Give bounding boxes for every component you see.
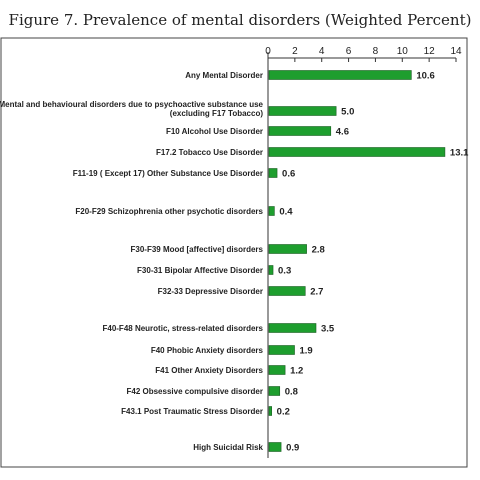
bar bbox=[268, 70, 412, 80]
x-tick-label: 4 bbox=[319, 46, 325, 57]
bar bbox=[268, 406, 272, 416]
data-label: 1.2 bbox=[290, 366, 303, 377]
category-label: F17.2 Tobacco Use Disorder bbox=[156, 148, 263, 157]
category-label: Any Mental Disorder bbox=[185, 71, 263, 80]
data-label: 10.6 bbox=[416, 71, 435, 82]
x-tick-label: 0 bbox=[265, 46, 271, 57]
data-label: 0.8 bbox=[285, 387, 298, 398]
category-label: F10-F19 Mental and behavioural disorders… bbox=[0, 100, 264, 109]
data-label: 5.0 bbox=[341, 107, 354, 118]
bar bbox=[268, 442, 282, 452]
data-label: 0.4 bbox=[279, 207, 293, 218]
category-label: (excluding F17 Tobacco) bbox=[170, 109, 264, 118]
data-label: 0.3 bbox=[278, 266, 291, 277]
x-tick-label: 14 bbox=[450, 46, 462, 57]
bar bbox=[268, 206, 275, 216]
x-tick-label: 2 bbox=[292, 46, 298, 57]
category-label: F20-F29 Schizophrenia other psychotic di… bbox=[75, 207, 263, 216]
x-tick-label: 12 bbox=[424, 46, 436, 57]
category-label: F43.1 Post Traumatic Stress Disorder bbox=[121, 407, 263, 416]
data-label: 1.9 bbox=[300, 346, 313, 357]
bar bbox=[268, 345, 295, 355]
category-label: F30-31 Bipolar Affective Disorder bbox=[137, 266, 263, 275]
category-label: F42 Obsessive compulsive disorder bbox=[126, 387, 263, 396]
category-label: F10 Alcohol Use Disorder bbox=[166, 127, 263, 136]
x-tick-label: 8 bbox=[373, 46, 379, 57]
category-label: F40-F48 Neurotic, stress-related disorde… bbox=[102, 324, 263, 333]
bar bbox=[268, 244, 307, 254]
data-label: 0.9 bbox=[286, 443, 299, 454]
category-label: F11-19 ( Except 17) Other Substance Use … bbox=[73, 169, 263, 178]
bar bbox=[268, 168, 278, 178]
data-label: 4.6 bbox=[336, 127, 349, 138]
data-label: 0.2 bbox=[277, 407, 290, 418]
chart-title: Figure 7. Prevalence of mental disorders… bbox=[9, 11, 472, 29]
plot-frame bbox=[0, 37, 468, 468]
bar bbox=[268, 323, 317, 333]
bars: 10.6 Any Mental Disorder 5.0 F10-F19 Mental… bbox=[0, 70, 469, 454]
bar bbox=[268, 286, 306, 296]
bar bbox=[268, 365, 286, 375]
data-label: 0.6 bbox=[282, 169, 295, 180]
category-label: F30-F39 Mood [affective] disorders bbox=[131, 245, 264, 254]
data-label: 3.5 bbox=[321, 324, 335, 335]
data-label: 13.1 bbox=[450, 148, 469, 159]
x-axis: 0 2 4 6 8 10 12 14 bbox=[265, 46, 462, 458]
category-label: F40 Phobic Anxiety disorders bbox=[151, 346, 264, 355]
bar bbox=[268, 147, 446, 157]
category-label: High Suicidal Risk bbox=[193, 443, 263, 452]
data-label: 2.8 bbox=[312, 245, 325, 256]
x-tick-label: 10 bbox=[397, 46, 409, 57]
category-label: F32-33 Depressive Disorder bbox=[158, 287, 263, 296]
x-tick-label: 6 bbox=[346, 46, 352, 57]
bar bbox=[268, 386, 281, 396]
bar bbox=[268, 265, 274, 275]
data-label: 2.7 bbox=[310, 287, 323, 298]
bar bbox=[268, 106, 337, 116]
category-label: F41 Other Anxiety Disorders bbox=[155, 366, 263, 375]
bar bbox=[268, 126, 332, 136]
